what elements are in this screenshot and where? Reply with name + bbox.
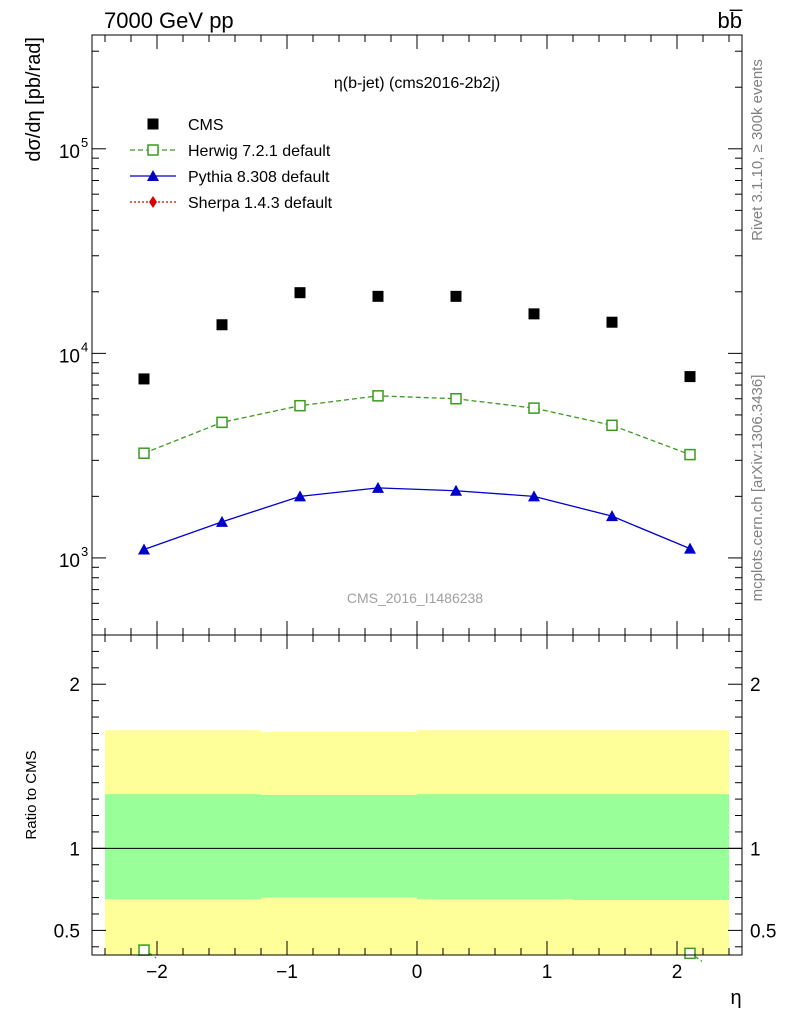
- data-point: [684, 542, 696, 554]
- data-point: [528, 490, 540, 502]
- band-inner: [261, 795, 417, 898]
- data-point: [606, 510, 618, 522]
- data-point: [450, 290, 462, 302]
- x-tick-label: −2: [146, 962, 168, 983]
- header-right-label: bb̅: [718, 8, 743, 33]
- data-point: [606, 316, 618, 328]
- data-point: [138, 447, 150, 459]
- ratio-plot-frame: [91, 634, 743, 956]
- legend-marker: [149, 196, 157, 208]
- main-y-tick-exponent: 5: [81, 135, 88, 150]
- x-tick-label: 1: [542, 962, 553, 983]
- main-plot-title: η(b-jet) (cms2016-2b2j): [334, 75, 500, 92]
- legend-label: Sherpa 1.4.3 default: [188, 195, 333, 212]
- ratio-axis-ticks: [92, 635, 742, 955]
- series-line: [143, 487, 691, 551]
- main-axis-ticks: [92, 35, 742, 635]
- band-inner: [105, 794, 261, 900]
- legend-label: CMS: [188, 117, 224, 134]
- legend-item: Sherpa 1.4.3 default: [130, 195, 333, 212]
- ratio-plot-panel: 0.5 0.5 1 1 2 2 −2 −1 0 1 2 Ratio to CMS η: [23, 634, 777, 1009]
- legend-label: Pythia 8.308 default: [188, 169, 330, 186]
- rivet-side-label: Rivet 3.1.10, ≥ 300k events: [749, 59, 766, 241]
- ratio-y-tick-label-left: 1: [69, 839, 80, 860]
- ratio-y-tick-label-left: 0.5: [54, 921, 80, 942]
- ratio-data-point: [138, 944, 150, 956]
- data-point: [372, 290, 384, 302]
- data-point: [684, 371, 696, 383]
- ratio-uncertainty-bands: [105, 730, 729, 955]
- analysis-watermark: CMS_2016_I1486238: [347, 590, 483, 606]
- x-tick-labels: −2 −1 0 1 2: [146, 962, 682, 983]
- header-left-label: 7000 GeV pp: [104, 8, 234, 33]
- ratio-line-stub: [148, 952, 157, 959]
- main-y-tick-exponent: 4: [81, 339, 88, 354]
- data-point: [138, 373, 150, 385]
- legend: CMS Herwig 7.2.1 default Pythia 8.308 defa…: [130, 117, 333, 212]
- legend-item: Herwig 7.2.1 default: [130, 143, 331, 160]
- main-y-axis-label: dσ/dη [pb/rad]: [23, 37, 45, 162]
- series-line: [143, 395, 691, 456]
- ratio-y-tick-label-left: 2: [69, 675, 80, 696]
- data-point: [684, 448, 696, 461]
- data-point: [528, 308, 540, 320]
- data-point: [372, 390, 384, 402]
- data-point: [216, 515, 228, 527]
- main-y-tick-label: 10: [59, 551, 80, 572]
- legend-item: Pythia 8.308 default: [130, 169, 330, 186]
- series-0: [138, 287, 696, 385]
- data-point: [294, 399, 306, 412]
- ratio-y-tick-label-right: 0.5: [750, 921, 776, 942]
- data-point: [450, 484, 462, 496]
- ratio-data-point: [684, 947, 696, 960]
- main-y-tick-exponent: 3: [81, 544, 88, 559]
- data-point: [606, 419, 618, 432]
- band-inner: [573, 794, 729, 901]
- main-plot-panel: η(b-jet) (cms2016-2b2j) CMS_2016_I148623…: [23, 34, 743, 636]
- legend-marker: [147, 170, 159, 181]
- ratio-y-tick-label-right: 2: [750, 675, 761, 696]
- data-point: [294, 490, 306, 502]
- ratio-line-stub: [694, 955, 703, 962]
- main-y-tick-label: 10: [59, 346, 80, 367]
- x-axis-label: η: [730, 987, 741, 1009]
- main-y-tick-label: 10: [59, 142, 80, 163]
- ratio-y-tick-labels: 0.5 0.5 1 1 2 2: [54, 675, 777, 942]
- x-tick-label: 2: [672, 962, 683, 983]
- main-series-group: [138, 287, 696, 555]
- data-point: [450, 392, 462, 405]
- band-inner: [417, 794, 573, 900]
- data-point: [216, 319, 228, 331]
- x-tick-label: 0: [412, 962, 423, 983]
- series-1: [138, 390, 696, 461]
- data-point: [216, 416, 228, 429]
- data-point: [528, 402, 540, 414]
- legend-item: CMS: [147, 117, 224, 134]
- x-tick-label: −1: [276, 962, 298, 983]
- data-point: [372, 481, 384, 493]
- legend-marker: [147, 118, 159, 130]
- ratio-y-tick-label-right: 1: [750, 839, 761, 860]
- series-2: [138, 481, 696, 555]
- ratio-y-axis-label: Ratio to CMS: [23, 750, 40, 839]
- data-point: [138, 543, 150, 555]
- data-point: [294, 287, 306, 299]
- legend-marker: [147, 144, 159, 156]
- mcplots-side-label: mcplots.cern.ch [arXiv:1306.3436]: [749, 375, 766, 602]
- legend-label: Herwig 7.2.1 default: [188, 143, 331, 160]
